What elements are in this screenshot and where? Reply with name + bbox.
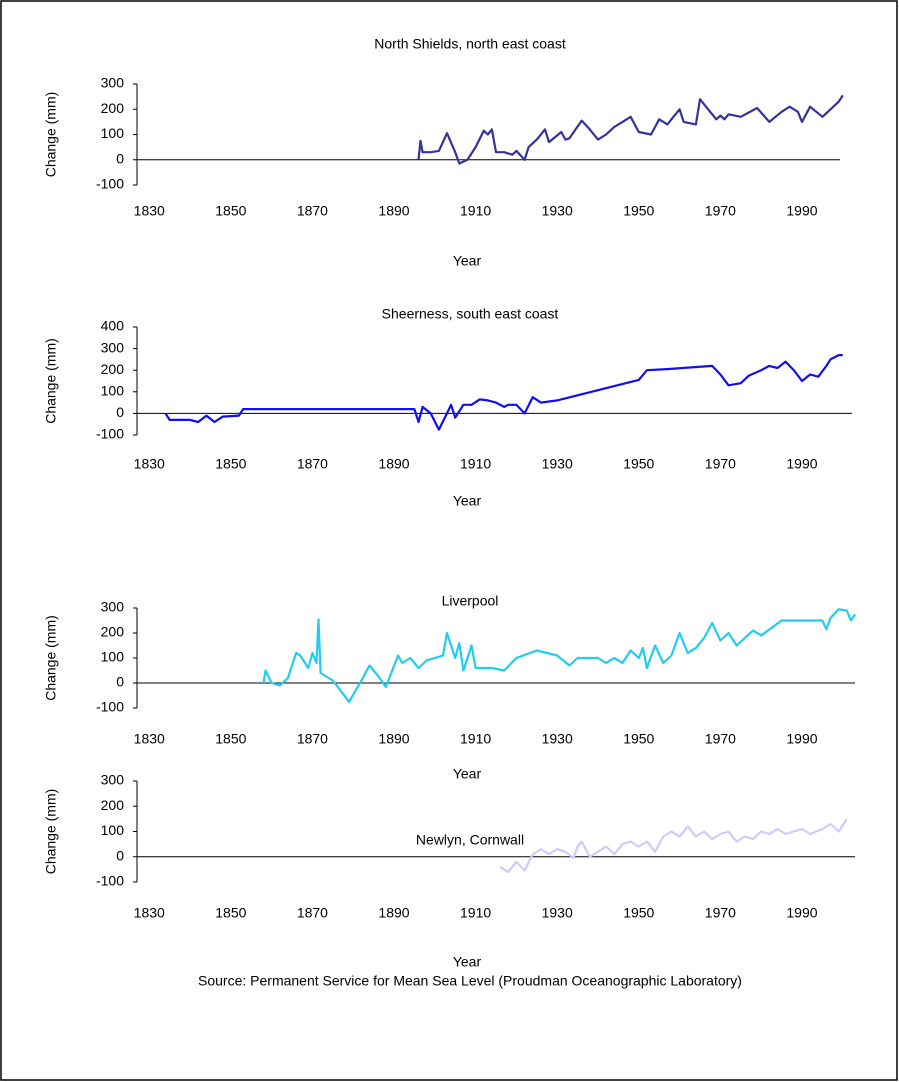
x-axis-label: Year	[453, 766, 482, 782]
x-tick-label: 1890	[378, 905, 409, 921]
y-tick-label: 200	[101, 100, 125, 116]
x-tick-label: 1910	[460, 905, 491, 921]
y-tick-label: 100	[101, 125, 125, 141]
x-axis-label: Year	[453, 253, 482, 269]
y-tick-label: 200	[101, 361, 125, 377]
y-tick-label: 0	[116, 150, 124, 166]
y-tick-label: -100	[96, 699, 124, 715]
x-tick-label: 1850	[215, 203, 246, 219]
x-tick-label: 1830	[134, 456, 165, 472]
data-line	[499, 818, 848, 873]
x-axis-label: Year	[453, 954, 482, 970]
x-tick-label: 1830	[134, 905, 165, 921]
y-tick-label: 200	[101, 797, 125, 813]
x-tick-label: 1930	[542, 203, 573, 219]
x-tick-label: 1890	[378, 203, 409, 219]
y-tick-label: 400	[101, 318, 125, 334]
x-tick-label: 1930	[542, 456, 573, 472]
x-tick-label: 1990	[786, 456, 817, 472]
x-tick-label: 1850	[215, 905, 246, 921]
x-tick-label: 1970	[705, 905, 736, 921]
x-tick-label: 1910	[460, 203, 491, 219]
x-tick-label: 1870	[297, 731, 328, 747]
chart-title: North Shields, north east coast	[374, 36, 566, 52]
x-tick-label: 1970	[705, 456, 736, 472]
x-tick-label: 1990	[786, 203, 817, 219]
y-tick-label: 0	[116, 404, 124, 420]
x-tick-label: 1830	[134, 203, 165, 219]
x-axis-label: Year	[453, 493, 482, 509]
x-tick-label: 1890	[378, 456, 409, 472]
data-line	[164, 354, 843, 431]
y-tick-label: 100	[101, 383, 125, 399]
y-tick-label: 100	[101, 649, 125, 665]
source-note: Source: Permanent Service for Mean Sea L…	[198, 973, 742, 989]
x-tick-label: 1950	[623, 456, 654, 472]
x-tick-label: 1870	[297, 905, 328, 921]
y-axis-label: Change (mm)	[43, 615, 59, 701]
x-tick-label: 1850	[215, 731, 246, 747]
x-tick-label: 1990	[786, 731, 817, 747]
y-axis-label: Change (mm)	[43, 92, 59, 178]
x-tick-label: 1830	[134, 731, 165, 747]
x-tick-label: 1890	[378, 731, 409, 747]
data-line	[262, 608, 856, 703]
chart-title: Newlyn, Cornwall	[416, 832, 524, 848]
y-tick-label: 300	[101, 772, 125, 788]
y-tick-label: -100	[96, 873, 124, 889]
x-tick-label: 1990	[786, 905, 817, 921]
x-tick-label: 1910	[460, 731, 491, 747]
x-tick-label: 1950	[623, 203, 654, 219]
x-tick-label: 1950	[623, 905, 654, 921]
x-tick-label: 1930	[542, 731, 573, 747]
chart-title: Liverpool	[442, 593, 499, 609]
x-tick-label: 1970	[705, 203, 736, 219]
x-tick-label: 1910	[460, 456, 491, 472]
y-tick-label: -100	[96, 176, 124, 192]
x-tick-label: 1850	[215, 456, 246, 472]
y-axis-label: Change (mm)	[43, 789, 59, 875]
x-tick-label: 1870	[297, 203, 328, 219]
x-tick-label: 1970	[705, 731, 736, 747]
y-axis-label: Change (mm)	[43, 338, 59, 424]
y-tick-label: 0	[116, 674, 124, 690]
y-tick-label: 0	[116, 847, 124, 863]
chart-title: Sheerness, south east coast	[382, 306, 559, 322]
x-tick-label: 1870	[297, 456, 328, 472]
y-tick-label: 100	[101, 822, 125, 838]
y-tick-label: -100	[96, 426, 124, 442]
x-tick-label: 1950	[623, 731, 654, 747]
y-tick-label: 200	[101, 624, 125, 640]
y-tick-label: 300	[101, 75, 125, 91]
y-tick-label: 300	[101, 599, 125, 615]
y-tick-label: 300	[101, 339, 125, 355]
x-tick-label: 1930	[542, 905, 573, 921]
data-line	[417, 94, 844, 165]
